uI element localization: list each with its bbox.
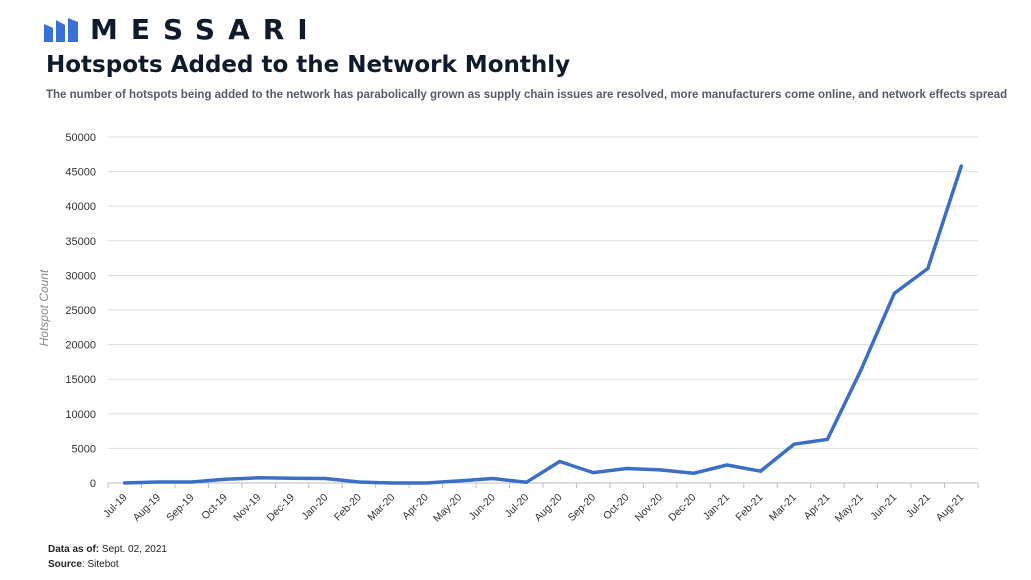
source-value: : Sitebot (81, 559, 119, 570)
data-point (524, 480, 528, 484)
messari-logo-icon (44, 18, 78, 42)
series-lines (122, 164, 964, 485)
y-tick-label: 5000 (72, 443, 96, 455)
x-tick-label: Sep-20 (566, 491, 599, 524)
y-tick-label: 20000 (65, 340, 96, 352)
x-axis: Jul-19 Aug-19 Sep-19 Oct-19 Nov-19 Dec-19 Jan-… (101, 482, 979, 525)
x-tick-label: Oct-20 (601, 491, 632, 522)
data-as-of-label: Data as of: (48, 544, 100, 555)
grid-lines (108, 136, 978, 449)
x-tick-label: Apr-21 (802, 491, 833, 522)
data-point (959, 164, 963, 168)
x-tick-label: Oct-19 (199, 491, 230, 522)
brand: MESSARI (44, 16, 321, 44)
source: Source: Sitebot (48, 559, 119, 570)
y-tick-label: 40000 (65, 201, 96, 213)
x-tick-label: Mar-21 (767, 491, 799, 523)
x-tick-label: Jan-20 (299, 491, 330, 522)
y-tick-label: 30000 (65, 270, 96, 282)
data-point (256, 476, 261, 480)
x-tick-label: Nov-19 (231, 491, 264, 524)
data-point (323, 476, 328, 481)
x-tick-label: Nov-20 (633, 491, 666, 524)
x-tick-label: Dec-19 (265, 491, 298, 524)
data-point (625, 466, 629, 471)
x-tick-label: Aug-21 (934, 491, 967, 524)
data-point (123, 481, 127, 485)
x-tick-label: May-20 (431, 491, 464, 524)
y-tick-label: 15000 (65, 374, 96, 386)
data-point (591, 471, 595, 475)
x-tick-label: Apr-20 (400, 491, 431, 522)
x-tick-label: Sep-19 (164, 491, 197, 524)
x-tick-label: Jul-20 (503, 491, 532, 520)
x-tick-label: Aug-20 (532, 491, 565, 524)
x-tick-label: Jan-21 (701, 491, 732, 522)
data-point (758, 469, 763, 473)
data-point (457, 479, 461, 483)
data-point (357, 480, 361, 484)
x-tick-label: Jun-20 (467, 491, 498, 522)
y-tick-label: 50000 (65, 132, 96, 144)
data-point (156, 480, 160, 484)
data-point (491, 476, 495, 481)
data-point (859, 368, 863, 372)
data-point (725, 463, 729, 467)
y-axis-ticks: 0 5000 10000 15000 20000 25000 30000 35000 40000… (65, 132, 96, 490)
x-tick-label: Mar-20 (365, 491, 397, 523)
x-tick-label: Jul-21 (904, 491, 933, 520)
data-point (190, 480, 194, 484)
x-tick-label: Feb-21 (733, 491, 765, 523)
x-tick-label: Feb-20 (332, 491, 364, 523)
data-point (892, 291, 896, 295)
x-tick-label: Jun-21 (868, 491, 899, 522)
x-tick-label: Jul-19 (101, 491, 130, 520)
chart-title: Hotspots Added to the Network Monthly (46, 52, 571, 78)
data-point (825, 437, 830, 442)
x-tick-label: Aug-19 (131, 491, 164, 524)
data-point (792, 442, 796, 446)
y-axis-label: Hotspot Count (37, 269, 51, 346)
x-tick-label: May-21 (833, 491, 866, 524)
data-point (290, 476, 294, 480)
data-point (658, 468, 662, 472)
data-point (691, 471, 696, 475)
data-as-of: Data as of: Sept. 02, 2021 (48, 544, 167, 555)
x-tick-label: Dec-20 (666, 491, 699, 524)
chart-subtitle: The number of hotspots being added to th… (46, 89, 1008, 101)
brand-name: MESSARI (90, 13, 321, 46)
data-point (558, 459, 562, 464)
data-as-of-value: Sept. 02, 2021 (99, 544, 167, 555)
data-point (390, 481, 395, 485)
series-line (122, 164, 964, 485)
data-point (223, 477, 227, 481)
data-point (424, 481, 428, 485)
y-tick-label: 10000 (65, 409, 96, 421)
y-tick-label: 0 (90, 478, 96, 490)
data-point (926, 266, 930, 271)
y-tick-label: 25000 (65, 305, 96, 317)
source-label: Source (48, 559, 82, 570)
y-tick-label: 45000 (65, 167, 96, 179)
y-tick-label: 35000 (65, 236, 96, 248)
